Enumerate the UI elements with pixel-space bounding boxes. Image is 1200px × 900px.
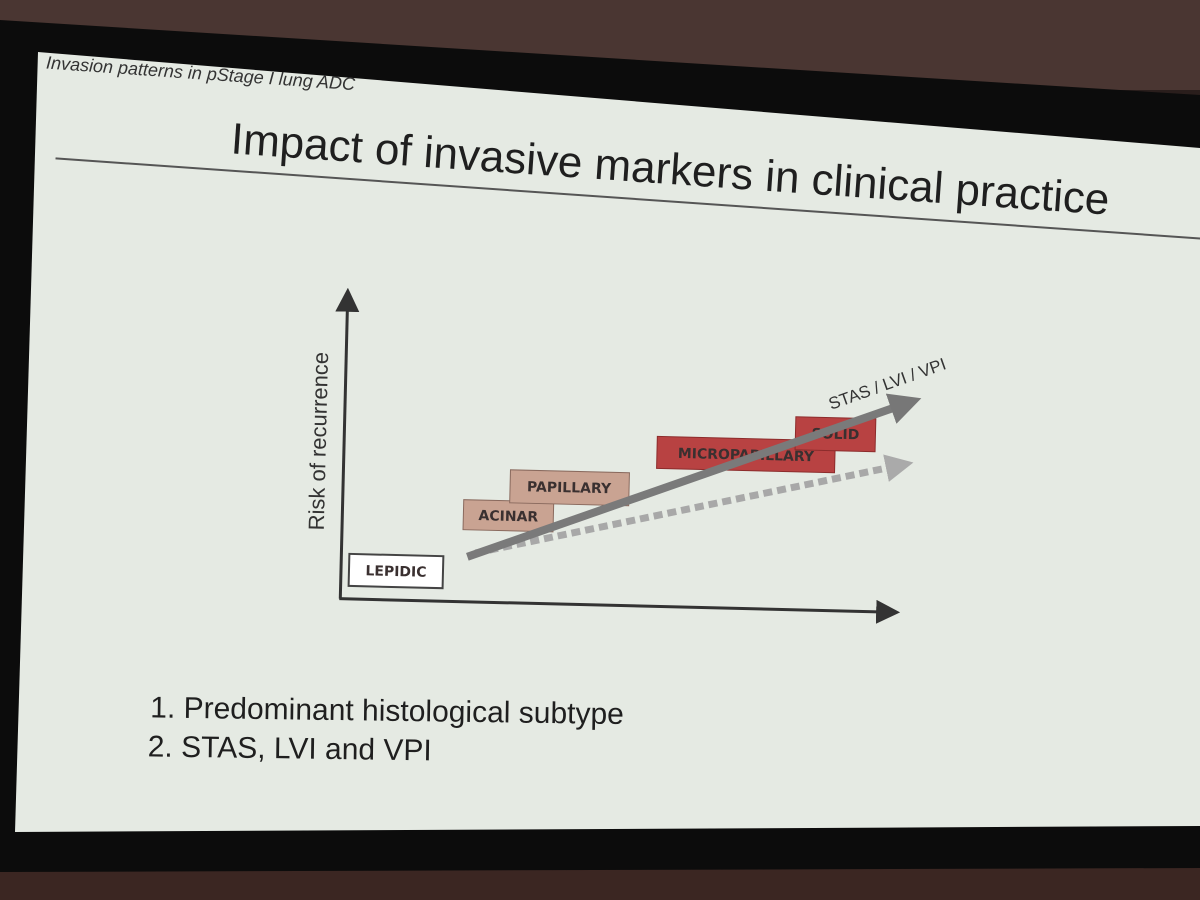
list: 1. Predominant histological subtype 2. S… [148,691,625,767]
header-rule [55,157,1200,244]
subtype-box [509,469,630,507]
subtype-box [794,416,877,453]
list-item: 1. Predominant histological subtype [150,691,624,731]
subtype-label: ACINAR [478,508,538,525]
subtype-box [347,552,445,590]
list-item: 2. STAS, LVI and VPI [148,730,432,767]
subtype-label: LEPIDIC [365,563,426,580]
y-axis-label: Risk of recurrence [304,352,333,531]
trend-arrow [466,393,922,561]
y-axis [335,287,360,599]
subtype-box [462,499,555,533]
subtype-label: PAPILLARY [527,479,612,497]
dashed-arrow [474,454,914,557]
x-axis [339,597,901,624]
slide [15,52,1200,832]
